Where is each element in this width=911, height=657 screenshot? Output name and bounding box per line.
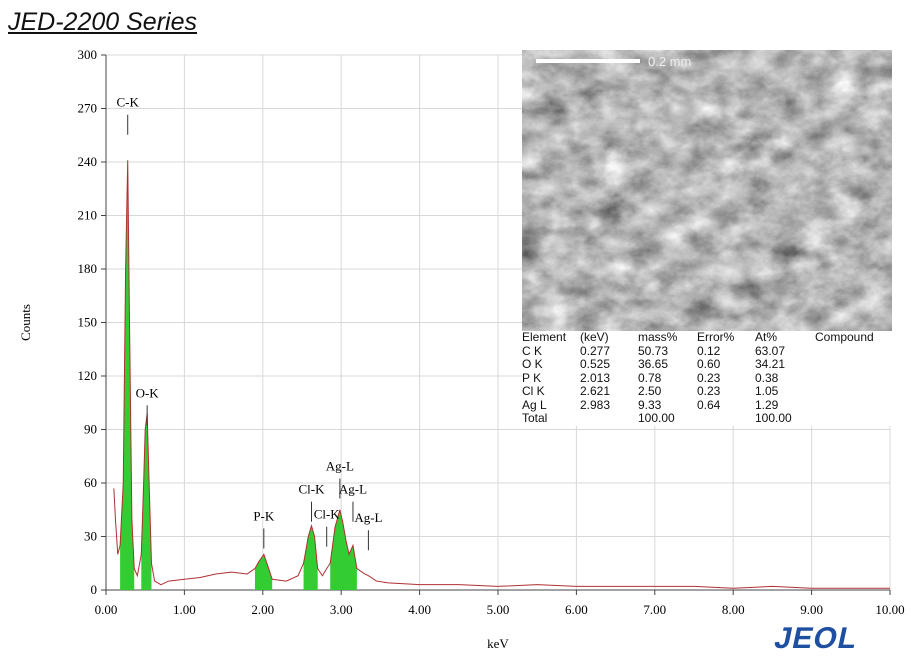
page-title: JED-2200 Series bbox=[8, 8, 197, 36]
peak-label: O-K bbox=[136, 385, 160, 400]
table-row: Ag L 2.983 9.33 0.64 1.29 bbox=[522, 397, 892, 413]
table-cell: 2.621 bbox=[580, 384, 611, 398]
x-tick-label: 2.00 bbox=[251, 602, 274, 617]
spectrum-line bbox=[113, 160, 890, 589]
table-cell: 100.00 bbox=[755, 411, 792, 425]
peak-label: C-K bbox=[117, 95, 140, 110]
x-tick-label: 3.00 bbox=[330, 602, 353, 617]
table-cell: 2.50 bbox=[638, 384, 662, 398]
y-tick-label: 90 bbox=[84, 422, 97, 437]
table-row: Total 100.00 100.00 bbox=[522, 411, 892, 426]
peak-label: Ag-L bbox=[339, 482, 367, 497]
table-cell: 36.65 bbox=[638, 357, 669, 371]
x-tick-label: 10.00 bbox=[875, 602, 904, 617]
table-cell: 2.013 bbox=[580, 370, 611, 385]
peak-label: Cl-K bbox=[314, 507, 341, 522]
x-tick-label: 7.00 bbox=[643, 602, 666, 617]
table-cell: P K bbox=[522, 370, 542, 385]
y-tick-label: 210 bbox=[78, 208, 98, 223]
table-cell bbox=[697, 412, 755, 426]
peak-label: Cl-K bbox=[298, 482, 325, 497]
table-row: Cl K 2.621 2.50 0.23 1.05 bbox=[522, 384, 892, 399]
peak-area bbox=[120, 160, 357, 590]
sem-image: 0.2 mm bbox=[522, 50, 892, 332]
y-tick-label: 270 bbox=[78, 101, 98, 116]
y-axis-label: Counts bbox=[18, 304, 33, 341]
y-tick-label: 150 bbox=[78, 315, 98, 330]
table-cell: Cl K bbox=[522, 384, 545, 398]
y-tick-label: 180 bbox=[78, 261, 98, 276]
table-row: O K 0.525 36.65 0.60 34.21 bbox=[522, 357, 892, 372]
table-cell: 0.64 bbox=[697, 397, 721, 412]
table-cell bbox=[580, 412, 638, 426]
table-cell: Ag L bbox=[522, 397, 547, 412]
peak-label: Ag-L bbox=[326, 459, 354, 474]
table-cell: 0.23 bbox=[697, 384, 721, 398]
table-cell: 9.33 bbox=[638, 397, 662, 412]
table-cell: 0.12 bbox=[697, 343, 721, 358]
table-cell: Error% bbox=[697, 330, 735, 344]
peak-label: Ag-L bbox=[354, 510, 382, 525]
table-row: P K 2.013 0.78 0.23 0.38 bbox=[522, 370, 892, 386]
y-tick-label: 120 bbox=[78, 368, 98, 383]
table-cell: At% bbox=[755, 330, 778, 344]
y-tick-label: 60 bbox=[84, 475, 97, 490]
x-tick-label: 9.00 bbox=[800, 602, 823, 617]
table-cell: 34.21 bbox=[755, 357, 786, 371]
table-cell: 63.07 bbox=[755, 343, 786, 358]
x-tick-label: 5.00 bbox=[487, 602, 510, 617]
table-row: Element (keV) mass% Error% At% Compound bbox=[522, 330, 892, 345]
table-cell: Compound bbox=[815, 330, 874, 344]
table-cell: mass% bbox=[638, 330, 678, 344]
x-tick-label: 1.00 bbox=[173, 602, 196, 617]
table-cell: 1.05 bbox=[755, 384, 779, 398]
logo: JEOL bbox=[771, 622, 861, 655]
scale-label: 0.2 mm bbox=[648, 54, 691, 69]
peak-label: P-K bbox=[253, 508, 275, 523]
y-tick-label: 30 bbox=[84, 529, 97, 544]
table-row: C K 0.277 50.73 0.12 63.07 bbox=[522, 343, 892, 359]
table-cell: Element bbox=[522, 330, 567, 344]
table-cell: 0.23 bbox=[697, 370, 721, 385]
table-cell: C K bbox=[522, 343, 543, 358]
table-cell: 1.29 bbox=[755, 397, 779, 412]
table-cell: 0.38 bbox=[755, 370, 779, 385]
x-tick-label: 6.00 bbox=[565, 602, 588, 617]
x-tick-label: 8.00 bbox=[722, 602, 745, 617]
table-cell: 2.983 bbox=[580, 397, 611, 412]
table-cell: Total bbox=[522, 411, 548, 425]
table-cell: 50.73 bbox=[638, 343, 669, 358]
table-cell: 0.60 bbox=[697, 357, 721, 371]
table-cell: O K bbox=[522, 357, 543, 371]
x-tick-label: 4.00 bbox=[408, 602, 431, 617]
table-cell: 0.525 bbox=[580, 357, 611, 371]
x-tick-label: 0.00 bbox=[95, 602, 118, 617]
table-cell: 100.00 bbox=[638, 411, 675, 425]
y-tick-label: 240 bbox=[78, 154, 98, 169]
x-axis-label: keV bbox=[487, 636, 509, 651]
table-cell: 0.277 bbox=[580, 343, 611, 358]
table-cell: (keV) bbox=[580, 330, 609, 344]
table-cell: 0.78 bbox=[638, 370, 662, 385]
y-tick-label: 0 bbox=[91, 582, 98, 597]
y-tick-label: 300 bbox=[78, 47, 98, 62]
result-table: Element (keV) mass% Error% At% Compound C K 0.2… bbox=[522, 330, 892, 426]
